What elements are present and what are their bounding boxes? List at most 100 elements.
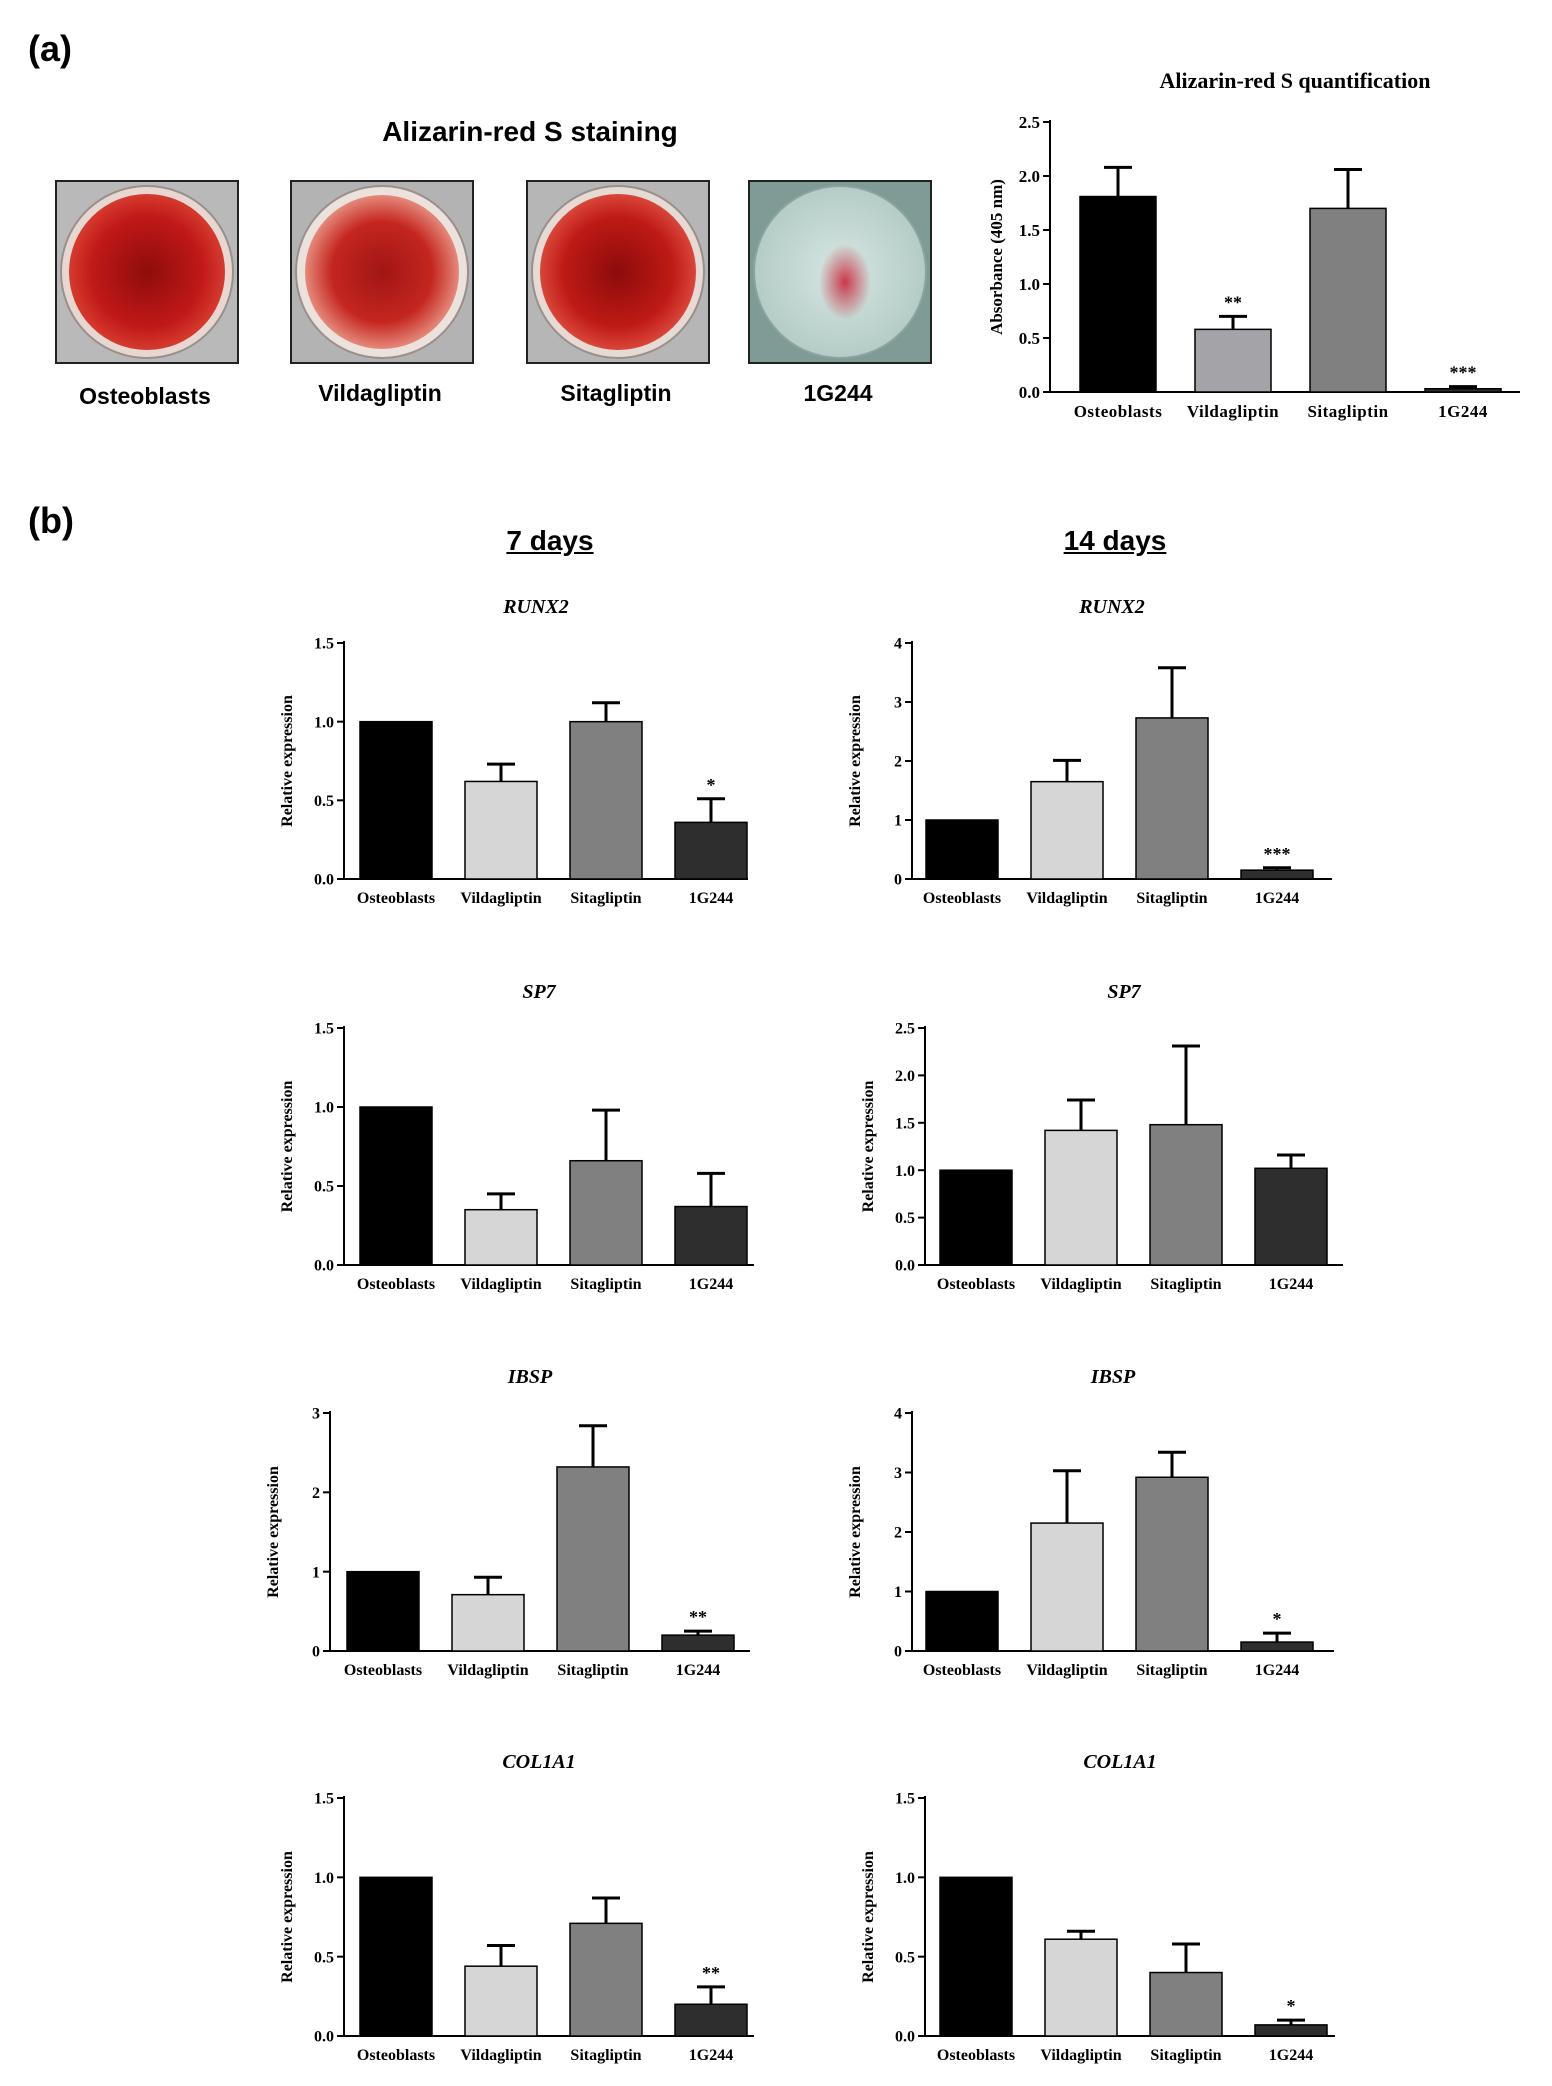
col1a1-7-tick-label: 0.5	[314, 1949, 334, 1966]
dish-label-vildagliptin: Vildagliptin	[318, 380, 442, 406]
sp7-14-bar-sitagliptin	[1149, 1123, 1223, 1266]
col1a1-14-bar-1g244	[1254, 2024, 1328, 2037]
runx2-7-category-label: Vildagliptin	[460, 890, 541, 907]
runx2-14-bar-vildagliptin	[1030, 780, 1104, 880]
col1a1-14-bar-vildagliptin	[1044, 1938, 1118, 2037]
ibsp-14-category-label: Sitagliptin	[1136, 1662, 1207, 1679]
chart-col1a1-7-days: COL1A1 Relative expression 0.0 0.5 1.0 1.5 Ost…	[279, 1751, 754, 2064]
runx2-7-ylabel: Relative expression	[279, 695, 296, 827]
runx2-14-tick-label: 0	[894, 872, 902, 889]
ibsp-14-bar-1g244	[1240, 1641, 1314, 1652]
ibsp-14-category-label: 1G244	[1255, 1662, 1299, 1679]
col1a1-7-category-label: Osteoblasts	[357, 2047, 435, 2064]
ibsp-7-tick-label: 2	[312, 1485, 320, 1502]
sp7-14-ylabel: Relative expression	[860, 1081, 877, 1213]
runx2-14-category-label: Sitagliptin	[1136, 890, 1207, 907]
runx2-7-significance-label: *	[707, 775, 716, 795]
chart-alizarin-quantification: Alizarin-red S quantification Absorbance …	[987, 68, 1520, 421]
ibsp-14-bar-vildagliptin	[1030, 1522, 1104, 1652]
sp7-14-tick-label: 2.5	[895, 1021, 915, 1038]
runx2-7-category-label: 1G244	[689, 890, 733, 907]
sp7-14-tick-label: 0.0	[895, 1258, 915, 1275]
sp7-7-bar-1g244	[674, 1205, 748, 1266]
ibsp-14-title: IBSP	[1090, 1366, 1136, 1388]
ibsp-7-significance-label: **	[689, 1607, 707, 1627]
dish-photo-vildagliptin	[290, 180, 474, 364]
sp7-14-category-label: Vildagliptin	[1040, 1276, 1121, 1293]
col1a1-14-tick-label: 0.0	[895, 2029, 915, 2046]
dish-photo-osteoblasts	[55, 180, 239, 364]
chart-ibsp-14-days: IBSP Relative expression 0 1 2 3 4 Osteoblasts V…	[847, 1366, 1334, 1679]
sp7-14-category-label: Sitagliptin	[1150, 1276, 1221, 1293]
ibsp-7-category-label: Vildagliptin	[447, 1662, 528, 1679]
ibsp-7-tick-label: 0	[312, 1644, 320, 1661]
col1a1-14-ylabel: Relative expression	[860, 1851, 877, 1983]
runx2-14-category-label: 1G244	[1255, 890, 1299, 907]
sp7-7-title: SP7	[522, 981, 556, 1003]
chart-col1a1-14-days: COL1A1 Relative expression 0.0 0.5 1.0 1.5 Ost…	[860, 1751, 1335, 2064]
column-title-14-days: 14 days	[1063, 525, 1167, 556]
sp7-14-tick-label: 2.0	[895, 1068, 915, 1085]
quant-ylabel: Absorbance (405 nm)	[987, 179, 1006, 335]
sp7-7-category-label: 1G244	[689, 1276, 733, 1293]
sp7-14-bar-1g244	[1254, 1167, 1328, 1266]
runx2-14-title: RUNX2	[1078, 596, 1145, 618]
sp7-14-tick-label: 1.0	[895, 1163, 915, 1180]
quant-tick-label: 1.0	[1019, 275, 1040, 294]
runx2-7-bar-osteoblasts	[359, 720, 433, 880]
ibsp-14-tick-label: 1	[894, 1584, 902, 1601]
quant-tick-label: 1.5	[1019, 221, 1040, 240]
sp7-14-bar-vildagliptin	[1044, 1129, 1118, 1266]
runx2-14-category-label: Osteoblasts	[923, 890, 1001, 907]
quant-category-label: Vildagliptin	[1187, 402, 1279, 421]
col1a1-7-bar-sitagliptin	[569, 1922, 643, 2037]
ibsp-7-bar-vildagliptin	[451, 1593, 525, 1652]
col1a1-14-tick-label: 0.5	[895, 1949, 915, 1966]
chart-runx2-14-days: RUNX2 Relative expression 0 1 2 3 4 Osteoblasts…	[847, 596, 1332, 907]
col1a1-7-category-label: Vildagliptin	[460, 2047, 541, 2064]
col1a1-7-ylabel: Relative expression	[279, 1851, 296, 1983]
col1a1-7-tick-label: 1.5	[314, 1791, 334, 1808]
col1a1-7-tick-label: 0.0	[314, 2029, 334, 2046]
col1a1-7-bar-osteoblasts	[359, 1876, 433, 2037]
runx2-7-title: RUNX2	[502, 596, 569, 618]
ibsp-7-bar-sitagliptin	[556, 1466, 630, 1652]
col1a1-7-bar-vildagliptin	[464, 1965, 538, 2037]
col1a1-7-significance-label: **	[702, 1963, 720, 1983]
panel-label-b: (b)	[28, 500, 74, 541]
col1a1-14-category-label: Sitagliptin	[1150, 2047, 1221, 2064]
quant-significance-label: ***	[1450, 363, 1477, 383]
col1a1-14-category-label: Vildagliptin	[1040, 2047, 1121, 2064]
runx2-7-tick-label: 0.0	[314, 872, 334, 889]
ibsp-14-tick-label: 2	[894, 1525, 902, 1542]
ibsp-7-title: IBSP	[507, 1366, 553, 1388]
quant-bar-osteoblasts	[1079, 195, 1157, 393]
sp7-7-category-label: Vildagliptin	[460, 1276, 541, 1293]
chart-sp7-14-days: SP7 Relative expression 0.0 0.5 1.0 1.5 2.0 2.5…	[860, 981, 1343, 1293]
dish-photo-sitagliptin	[526, 180, 710, 364]
sp7-14-title: SP7	[1107, 981, 1141, 1003]
quant-category-label: Osteoblasts	[1074, 402, 1163, 421]
runx2-7-tick-label: 0.5	[314, 793, 334, 810]
col1a1-14-significance-label: *	[1287, 1996, 1296, 2016]
runx2-14-bar-osteoblasts	[925, 819, 999, 880]
dish-sitagliptin-image	[531, 185, 705, 359]
sp7-7-bar-sitagliptin	[569, 1159, 643, 1266]
quant-bar-vildagliptin	[1194, 328, 1272, 393]
col1a1-14-title: COL1A1	[1083, 1751, 1156, 1773]
sp7-14-category-label: 1G244	[1269, 1276, 1313, 1293]
col1a1-7-category-label: 1G244	[689, 2047, 733, 2064]
ibsp-14-bar-osteoblasts	[925, 1590, 999, 1652]
sp7-7-tick-label: 1.0	[314, 1100, 334, 1117]
runx2-7-tick-label: 1.0	[314, 714, 334, 731]
ibsp-7-category-label: 1G244	[676, 1662, 720, 1679]
ibsp-7-tick-label: 1	[312, 1564, 320, 1581]
sp7-7-category-label: Sitagliptin	[570, 1276, 641, 1293]
ibsp-7-category-label: Sitagliptin	[557, 1662, 628, 1679]
quant-tick-label: 2.5	[1019, 113, 1040, 132]
ibsp-14-tick-label: 0	[894, 1644, 902, 1661]
runx2-7-tick-label: 1.5	[314, 636, 334, 653]
ibsp-7-ylabel: Relative expression	[265, 1466, 282, 1598]
ibsp-7-bar-osteoblasts	[346, 1570, 420, 1652]
ibsp-7-tick-label: 3	[312, 1406, 320, 1423]
